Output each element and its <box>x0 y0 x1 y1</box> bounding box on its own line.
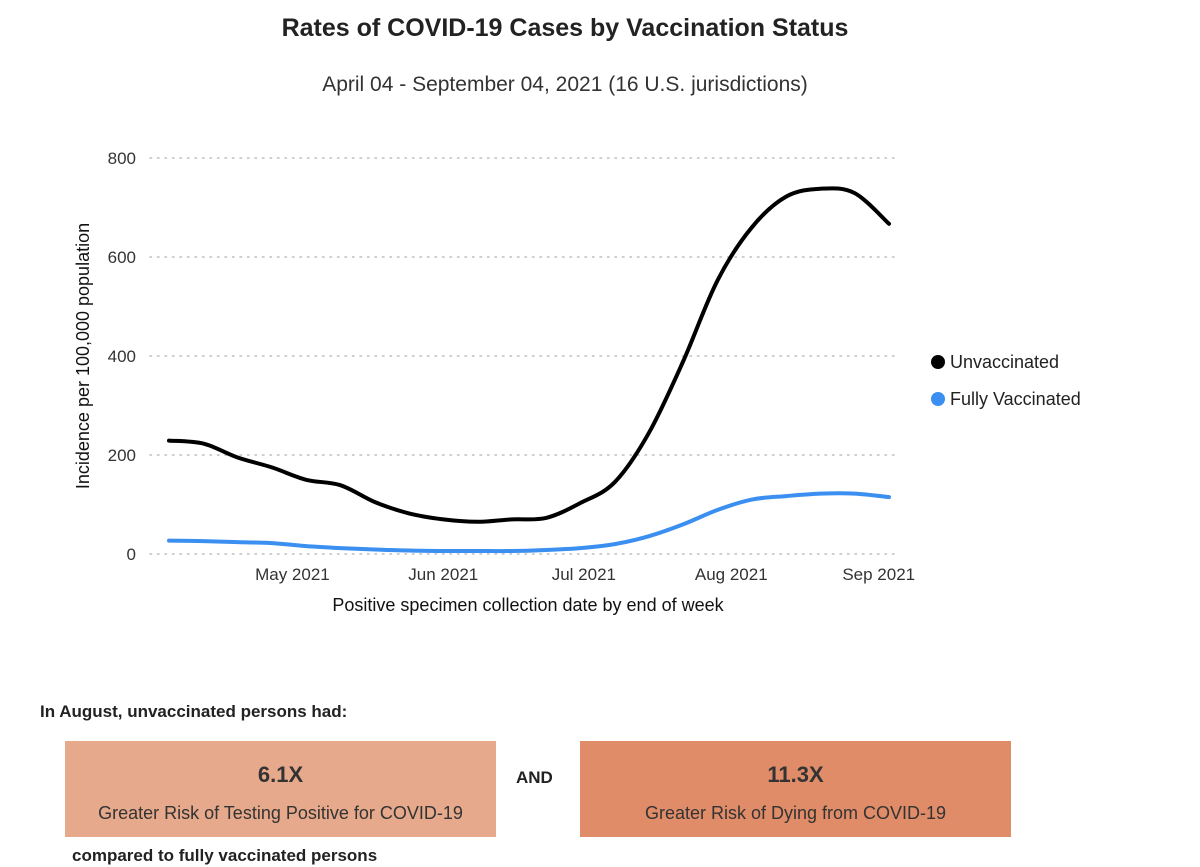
legend-label-unvaccinated: Unvaccinated <box>950 352 1059 372</box>
legend-marker-fully-vaccinated <box>931 392 945 406</box>
risk-dying-value: 11.3X <box>767 762 824 787</box>
legend-label-fully-vaccinated: Fully Vaccinated <box>950 389 1081 409</box>
stats-outro: compared to fully vaccinated persons <box>72 846 378 865</box>
risk-box-positive: 6.1X Greater Risk of Testing Positive fo… <box>65 741 496 837</box>
y-tick-600: 600 <box>108 248 136 267</box>
x-tick-aug-2021: Aug 2021 <box>695 565 768 584</box>
y-tick-200: 200 <box>108 446 136 465</box>
y-tick-800: 800 <box>108 149 136 168</box>
grid-lines <box>149 157 901 555</box>
x-tick-sep-2021: Sep 2021 <box>842 565 915 584</box>
y-axis-label: Incidence per 100,000 population <box>73 223 93 489</box>
legend-marker-unvaccinated <box>931 355 945 369</box>
y-tick-400: 400 <box>108 347 136 366</box>
risk-box-dying: 11.3X Greater Risk of Dying from COVID-1… <box>580 741 1011 837</box>
legend: Unvaccinated Fully Vaccinated <box>931 352 1081 409</box>
y-tick-0: 0 <box>127 545 136 564</box>
risk-positive-value: 6.1X <box>257 762 304 787</box>
series-lines <box>167 186 891 554</box>
x-axis-ticks: May 2021 Jun 2021 Jul 2021 Aug 2021 Sep 2021 <box>255 565 915 584</box>
series-line-fully-vaccinated <box>167 491 891 554</box>
x-tick-jun-2021: Jun 2021 <box>408 565 478 584</box>
x-tick-may-2021: May 2021 <box>255 565 330 584</box>
chart-subtitle: April 04 - September 04, 2021 (16 U.S. j… <box>322 73 808 96</box>
risk-positive-label: Greater Risk of Testing Positive for COV… <box>98 803 463 823</box>
stats-intro: In August, unvaccinated persons had: <box>40 702 348 721</box>
chart-title: Rates of COVID-19 Cases by Vaccination S… <box>281 14 849 42</box>
y-axis-ticks: 0 200 400 600 800 <box>108 149 136 564</box>
line-chart: 0 200 400 600 800 May 2021 Jun 2021 Jul 2021 Au… <box>73 149 1081 615</box>
x-axis-label: Positive specimen collection date by end… <box>332 595 724 615</box>
x-tick-jul-2021: Jul 2021 <box>552 565 616 584</box>
risk-dying-label: Greater Risk of Dying from COVID-19 <box>644 803 947 823</box>
series-line-unvaccinated <box>167 186 891 524</box>
and-connector: AND <box>516 768 553 787</box>
